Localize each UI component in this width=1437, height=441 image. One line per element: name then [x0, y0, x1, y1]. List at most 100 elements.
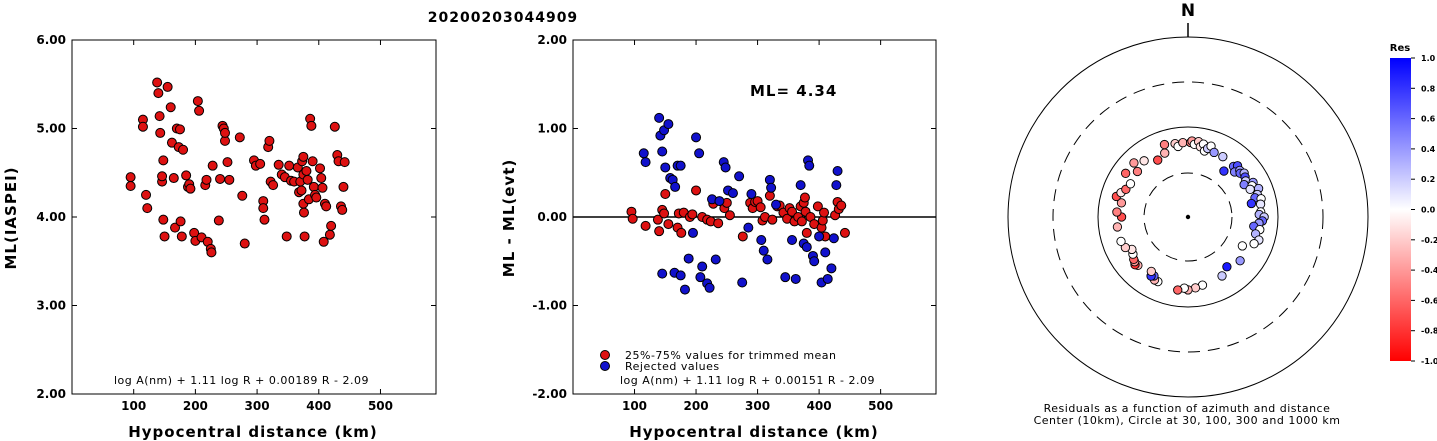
data-point: [125, 172, 136, 183]
data-point: [326, 220, 337, 231]
residual-point: [1125, 179, 1136, 189]
data-point: [220, 127, 231, 138]
data-point: [153, 88, 164, 99]
data-point: [155, 127, 166, 138]
residual-point: [1237, 241, 1248, 251]
data-point: [713, 218, 724, 229]
formula-label: log A(nm) + 1.11 log R + 0.00151 R - 2.0…: [620, 374, 875, 387]
residual-point: [1139, 156, 1149, 166]
panel-ml-residual: 100 200 300 400 500 -2.00 -1.00 0.00 1.00 2.00 ML…: [500, 33, 937, 441]
data-point: [298, 151, 309, 162]
data-point: [756, 235, 767, 246]
colorbar-tick-label: 0.2: [1421, 175, 1435, 184]
data-point: [239, 238, 250, 249]
residual-point: [1112, 207, 1122, 217]
residual-point: [1249, 239, 1259, 249]
data-point: [737, 277, 748, 288]
residual-point: [1245, 184, 1255, 194]
data-point: [675, 160, 686, 171]
data-point: [790, 273, 801, 284]
data-point: [302, 174, 313, 185]
x-tick-label: 100: [622, 399, 647, 413]
data-point: [734, 171, 745, 182]
data-point: [339, 157, 350, 168]
x-tick-label: 500: [868, 399, 893, 413]
data-point: [799, 192, 810, 203]
data-point: [154, 111, 165, 122]
colorbar-tick-label: 0.4: [1421, 145, 1436, 154]
colorbar-tick-label: 0.8: [1421, 84, 1436, 93]
colorbar-gradient: [1390, 58, 1411, 361]
data-point: [737, 231, 748, 242]
colorbar-title: Res: [1390, 43, 1410, 54]
data-point: [185, 183, 196, 194]
data-point: [162, 81, 173, 92]
data-point: [281, 231, 292, 242]
y-tick-label: 6.00: [36, 33, 66, 47]
y-tick-label: 3.00: [36, 299, 66, 313]
data-point: [746, 188, 757, 199]
data-point: [687, 227, 698, 238]
data-point: [660, 188, 671, 199]
colorbar-tick-label: 0.6: [1421, 115, 1436, 124]
residual-point: [1209, 147, 1219, 158]
data-point: [694, 148, 705, 159]
data-point: [234, 132, 245, 143]
center-dot: [1185, 214, 1191, 220]
x-axis-label: Hypocentral distance (km): [128, 423, 378, 441]
ring-30km: [1143, 172, 1233, 262]
data-point: [141, 189, 152, 200]
colorbar-tick-label: -0.8: [1421, 327, 1437, 336]
ring-1000km: [1007, 36, 1369, 398]
data-point: [284, 160, 295, 171]
residual-point: [1246, 198, 1257, 209]
colorbar-tick-label: -0.4: [1421, 266, 1437, 275]
data-point: [125, 181, 136, 192]
x-tick-label: 300: [745, 399, 770, 413]
data-point: [663, 219, 674, 230]
data-point: [771, 199, 782, 210]
data-point: [767, 214, 778, 225]
data-point: [654, 226, 665, 237]
data-point: [264, 135, 275, 146]
data-point: [822, 273, 833, 284]
data-point: [801, 242, 812, 253]
residual-point: [1160, 148, 1170, 158]
data-point: [795, 180, 806, 191]
y-axis-label: ML(IASPEI): [2, 166, 20, 269]
data-point: [638, 148, 649, 159]
y-axis-label: ML - ML(evt): [500, 159, 518, 277]
data-point: [158, 214, 169, 225]
colorbar-tick-label: 0.0: [1421, 206, 1436, 215]
data-point: [329, 121, 340, 132]
data-point: [627, 213, 638, 224]
residual-point: [1217, 271, 1227, 281]
y-tick-label: 5.00: [36, 122, 66, 136]
data-point: [766, 182, 777, 193]
data-point: [142, 203, 153, 214]
residual-point: [1235, 256, 1245, 266]
ring-100km: [1097, 126, 1279, 308]
data-point: [168, 173, 179, 184]
data-point: [324, 229, 335, 240]
data-point: [762, 254, 773, 265]
x-tick-label: 400: [306, 399, 331, 413]
residual-point: [1120, 242, 1131, 253]
data-point: [683, 253, 694, 264]
y-tick-label: 4.00: [36, 210, 66, 224]
data-point: [679, 284, 690, 295]
plot-frame: [71, 39, 437, 395]
data-point: [657, 146, 668, 157]
data-point: [691, 132, 702, 143]
data-point: [157, 171, 168, 182]
x-tick-label: 200: [684, 399, 709, 413]
data-point: [804, 160, 815, 171]
data-point: [181, 170, 192, 181]
residual-point: [1146, 266, 1156, 277]
data-point: [194, 105, 205, 116]
residual-point: [1116, 198, 1127, 208]
data-point: [296, 185, 307, 196]
data-point: [298, 207, 309, 218]
data-point: [170, 222, 181, 233]
